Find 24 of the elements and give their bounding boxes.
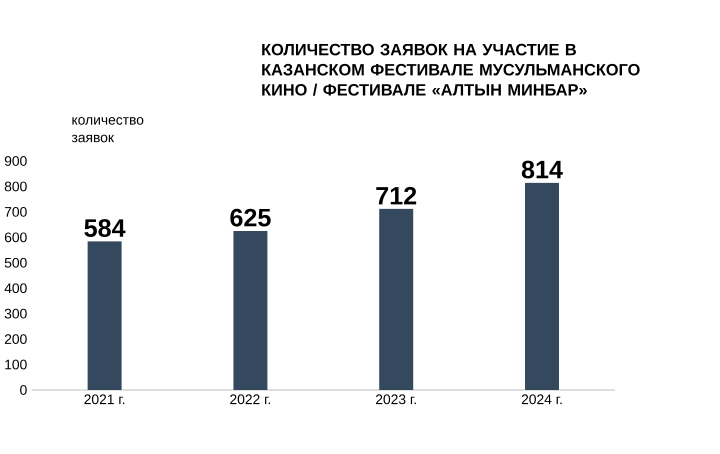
y-tick-label: 500 [4, 258, 27, 268]
y-axis-title: количество заявок [72, 116, 144, 142]
y-tick-label: 0 [20, 384, 27, 395]
bar [233, 230, 268, 390]
y-tick-label: 400 [4, 283, 27, 293]
bar [525, 182, 559, 390]
y-tick-label: 700 [4, 206, 27, 217]
bar [379, 208, 414, 390]
y-tick-label: 600 [4, 232, 27, 242]
data-label: 712 [376, 186, 416, 204]
y-tick-label: 200 [4, 334, 27, 344]
data-label: 584 [84, 218, 126, 237]
x-tick-label: 2023 г. [376, 394, 416, 404]
x-tick-label: 2024 г. [522, 394, 562, 404]
y-tick-label: 900 [4, 156, 27, 166]
y-tick-label: 800 [4, 181, 27, 192]
bar [88, 241, 122, 390]
y-tick-label: 100 [5, 359, 27, 370]
x-tick-label: 2021 г. [84, 394, 124, 404]
y-tick-label: 300 [4, 308, 27, 318]
data-label: 814 [522, 160, 563, 178]
chart-title: КОЛИЧЕСТВО ЗАЯВОК НА УЧАСТИЕ В КАЗАНСКОМ ФЕСТИВАЛЕ МУСУЛЬМАНСКОГО КИНО / ФЕСТИВАЛЕ «АЛТЫН МИНБАР» [262, 44, 640, 96]
x-tick-label: 2022 г. [230, 394, 270, 404]
data-label: 625 [230, 208, 271, 226]
